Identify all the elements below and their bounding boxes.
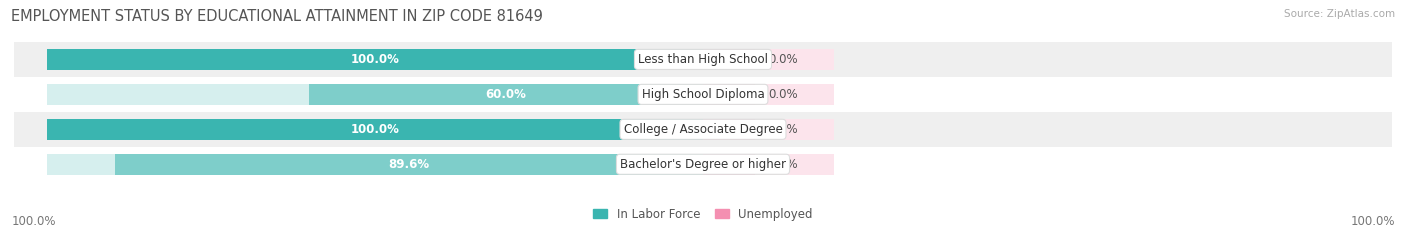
- Bar: [46, 84, 703, 105]
- Text: 60.0%: 60.0%: [485, 88, 527, 101]
- Bar: [46, 154, 703, 175]
- Bar: [46, 119, 703, 140]
- Bar: [703, 84, 755, 105]
- Text: 100.0%: 100.0%: [1350, 215, 1395, 228]
- Bar: [703, 49, 834, 70]
- Text: 0.0%: 0.0%: [769, 158, 799, 171]
- Bar: [46, 49, 703, 70]
- Text: Source: ZipAtlas.com: Source: ZipAtlas.com: [1284, 9, 1395, 19]
- Bar: [46, 119, 703, 140]
- Bar: [703, 154, 834, 175]
- Text: 100.0%: 100.0%: [350, 53, 399, 66]
- Bar: [703, 49, 755, 70]
- Text: College / Associate Degree: College / Associate Degree: [624, 123, 782, 136]
- Text: 100.0%: 100.0%: [11, 215, 56, 228]
- Text: Less than High School: Less than High School: [638, 53, 768, 66]
- Bar: [14, 147, 1392, 182]
- Bar: [14, 77, 1392, 112]
- Text: 0.0%: 0.0%: [769, 88, 799, 101]
- Bar: [14, 112, 1392, 147]
- Text: 89.6%: 89.6%: [388, 158, 430, 171]
- Bar: [703, 119, 755, 140]
- Text: High School Diploma: High School Diploma: [641, 88, 765, 101]
- Legend: In Labor Force, Unemployed: In Labor Force, Unemployed: [593, 208, 813, 221]
- Bar: [703, 119, 834, 140]
- Text: 0.0%: 0.0%: [769, 123, 799, 136]
- Bar: [703, 154, 755, 175]
- Text: 0.0%: 0.0%: [769, 53, 799, 66]
- Bar: [115, 154, 703, 175]
- Bar: [309, 84, 703, 105]
- Bar: [14, 42, 1392, 77]
- Bar: [46, 49, 703, 70]
- Text: EMPLOYMENT STATUS BY EDUCATIONAL ATTAINMENT IN ZIP CODE 81649: EMPLOYMENT STATUS BY EDUCATIONAL ATTAINM…: [11, 9, 543, 24]
- Text: Bachelor's Degree or higher: Bachelor's Degree or higher: [620, 158, 786, 171]
- Text: 100.0%: 100.0%: [350, 123, 399, 136]
- Bar: [703, 84, 834, 105]
